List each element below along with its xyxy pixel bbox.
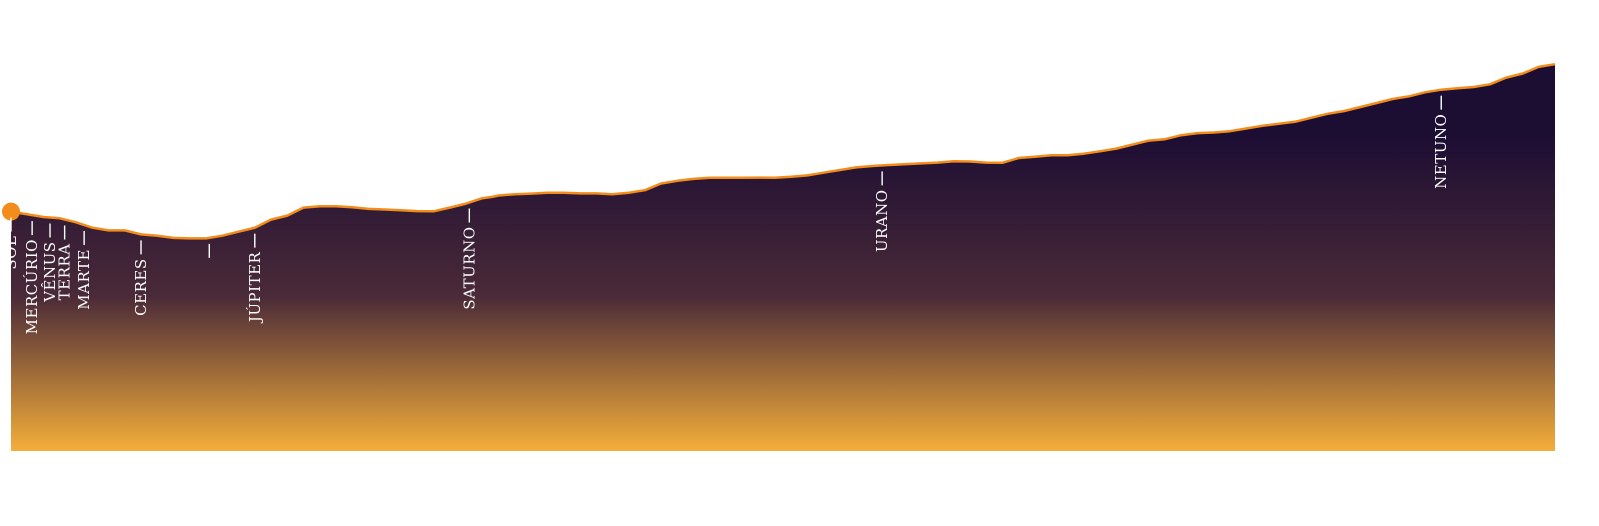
series-line [10, 62, 1556, 240]
planet-label: NETUNO [1432, 114, 1450, 189]
planet-label: MERCÚRIO [23, 239, 41, 334]
planet-label: JÚPITER [246, 251, 264, 324]
planet-label: CERES [132, 258, 150, 315]
area-fill [11, 64, 1555, 451]
planet-label: SATURNO [460, 226, 478, 309]
planet-label: TERRA [56, 244, 74, 301]
planet-label: MARTE [75, 249, 93, 310]
planet-label: SOL [2, 236, 20, 270]
planet-label: VÊNUS [41, 241, 59, 302]
planet-label: URANO [873, 189, 891, 252]
start-marker [2, 202, 20, 221]
